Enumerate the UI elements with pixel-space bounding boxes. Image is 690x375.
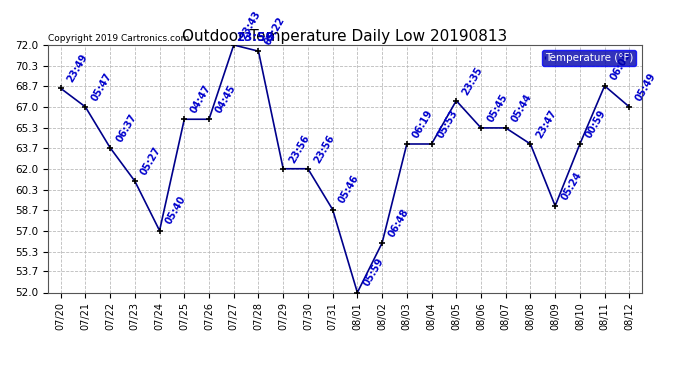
Text: Copyright 2019 Cartronics.com: Copyright 2019 Cartronics.com (48, 33, 190, 42)
Text: 04:47: 04:47 (188, 83, 213, 115)
Text: 23:58: 23:58 (236, 32, 274, 44)
Text: 23:49: 23:49 (65, 52, 89, 84)
Text: 65:22: 65:22 (263, 15, 287, 47)
Text: 05:24: 05:24 (560, 170, 584, 202)
Title: Outdoor Temperature Daily Low 20190813: Outdoor Temperature Daily Low 20190813 (182, 29, 508, 44)
Text: 23:56: 23:56 (287, 133, 311, 165)
Text: 23:35: 23:35 (460, 64, 484, 96)
Text: 05:47: 05:47 (90, 71, 114, 103)
Text: 23:56: 23:56 (312, 133, 336, 165)
Text: 05:46: 05:46 (337, 174, 361, 206)
Legend: Temperature (°F): Temperature (°F) (542, 50, 636, 66)
Text: 23:43: 23:43 (238, 9, 262, 41)
Text: 06:48: 06:48 (386, 207, 411, 239)
Text: 23:47: 23:47 (535, 108, 559, 140)
Text: 06:19: 06:19 (411, 108, 435, 140)
Text: 00:59: 00:59 (584, 108, 608, 140)
Text: 05:27: 05:27 (139, 145, 163, 177)
Text: 04:45: 04:45 (213, 83, 237, 115)
Text: 05:45: 05:45 (485, 92, 509, 124)
Text: 06:37: 06:37 (115, 112, 139, 144)
Text: 05:44: 05:44 (510, 92, 534, 124)
Text: 05:40: 05:40 (164, 195, 188, 226)
Text: 05:49: 05:49 (633, 71, 658, 103)
Text: 05:53: 05:53 (435, 108, 460, 140)
Text: 05:59: 05:59 (362, 256, 386, 288)
Text: 06:00: 06:00 (609, 50, 633, 82)
